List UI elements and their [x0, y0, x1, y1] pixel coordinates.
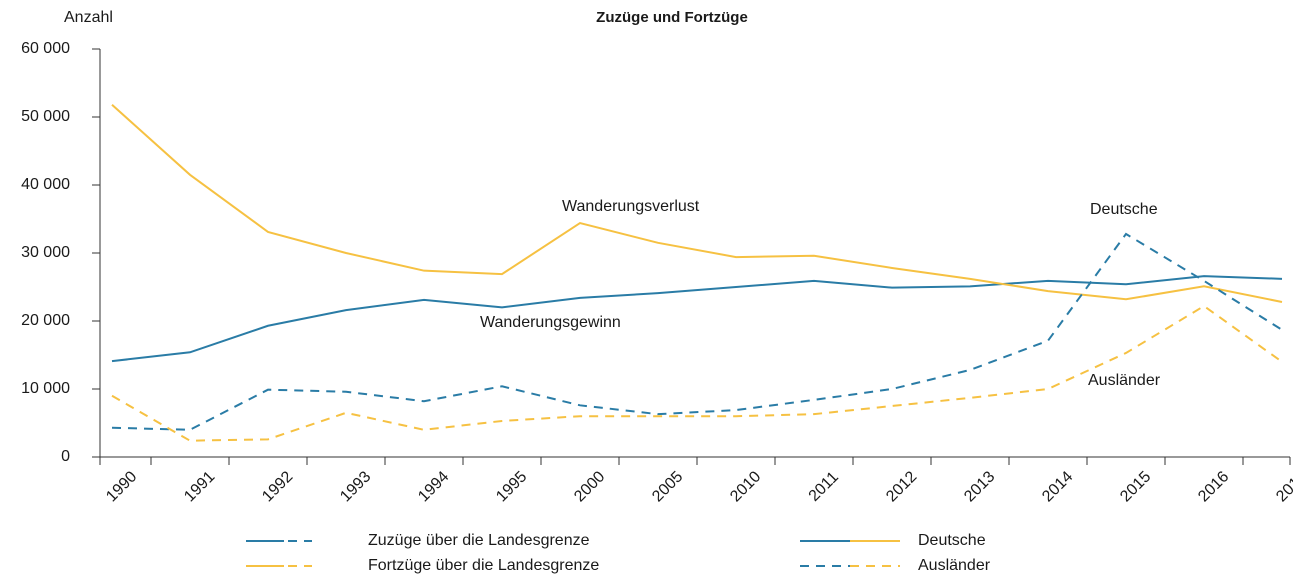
y-tick-label: 30 000	[21, 244, 70, 261]
annotation: Ausländer	[1088, 372, 1161, 389]
annotation: Deutsche	[1090, 201, 1158, 218]
series-line	[111, 232, 1283, 431]
legend-label: Zuzüge über die Landesgrenze	[368, 532, 590, 549]
chart-title: Zuzüge und Fortzüge	[596, 9, 748, 26]
x-tick-label: 1994	[415, 468, 452, 505]
x-tick-label: 1990	[103, 468, 140, 505]
x-tick-label: 2000	[571, 468, 608, 505]
legend-label: Fortzüge über die Landesgrenze	[368, 557, 599, 574]
x-tick-label: 2005	[649, 468, 686, 505]
x-tick-label: 2010	[727, 468, 764, 505]
x-tick-label: 2013	[961, 468, 998, 505]
y-tick-label: 20 000	[21, 312, 70, 329]
y-tick-label: 60 000	[21, 40, 70, 57]
y-tick-label: 10 000	[21, 380, 70, 397]
annotation: Wanderungsverlust	[562, 198, 700, 215]
x-tick-label: 1991	[181, 468, 218, 505]
y-tick-label: 50 000	[21, 108, 70, 125]
x-tick-label: 2015	[1117, 468, 1154, 505]
x-tick-label: 2017	[1273, 468, 1293, 505]
annotation: Wanderungsgewinn	[480, 314, 621, 331]
x-tick-label: 1993	[337, 468, 374, 505]
x-tick-label: 2011	[806, 469, 842, 505]
y-tick-label: 0	[61, 448, 70, 465]
y-tick-label: 40 000	[21, 176, 70, 193]
x-tick-label: 1992	[259, 468, 296, 505]
legend-label: Ausländer	[918, 557, 991, 574]
x-tick-label: 2016	[1195, 468, 1232, 505]
series-line	[111, 304, 1283, 442]
x-tick-label: 1995	[493, 468, 530, 505]
x-tick-label: 2014	[1039, 468, 1076, 505]
series-line	[111, 104, 1283, 303]
y-axis-label: Anzahl	[64, 9, 113, 26]
x-tick-label: 2012	[883, 468, 920, 505]
series-line	[111, 275, 1283, 363]
legend-label: Deutsche	[918, 532, 986, 549]
